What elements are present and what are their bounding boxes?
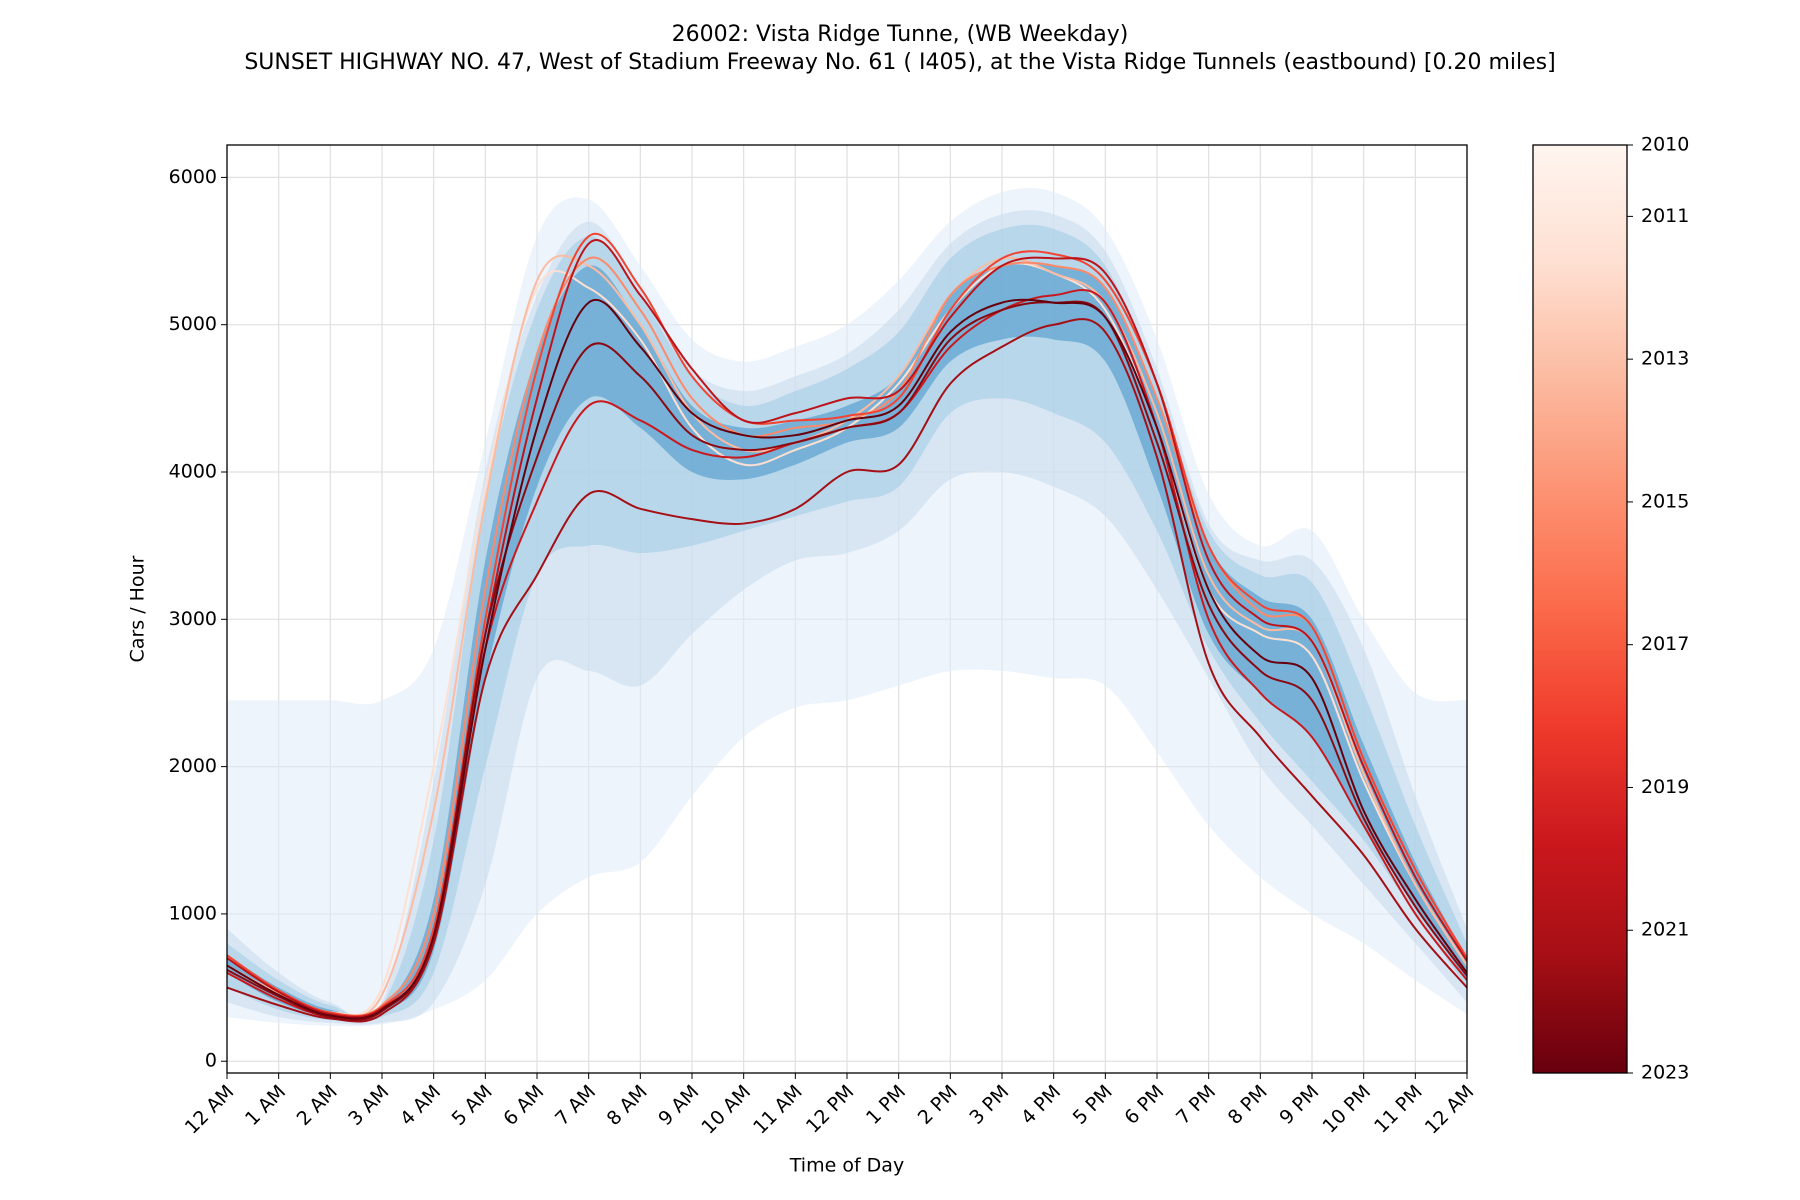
y-axis-label: Cars / Hour	[127, 555, 149, 662]
quantile-band	[227, 262, 1467, 1020]
x-tick-label: 11 AM	[749, 1081, 807, 1139]
x-tick-label: 2 AM	[293, 1081, 342, 1130]
series-line	[227, 262, 1467, 1017]
x-tick-label: 9 AM	[654, 1081, 703, 1130]
chart-subtitle: SUNSET HIGHWAY NO. 47, West of Stadium F…	[244, 50, 1555, 75]
y-tick-label: 1000	[169, 902, 217, 924]
x-tick-label: 1 PM	[862, 1081, 910, 1129]
x-tick-label: 6 AM	[499, 1081, 548, 1130]
x-tick-label: 7 AM	[551, 1081, 600, 1130]
x-tick-label: 1 AM	[241, 1081, 290, 1130]
y-tick-label: 5000	[169, 313, 217, 335]
x-tick-label: 11 PM	[1370, 1081, 1427, 1138]
x-tick-label: 5 PM	[1069, 1081, 1117, 1129]
x-tick-label: 8 AM	[603, 1081, 652, 1130]
x-tick-label: 12 PM	[802, 1081, 859, 1138]
y-tick-label: 2000	[169, 755, 217, 777]
chart-title: 26002: Vista Ridge Tunne, (WB Weekday)	[672, 22, 1129, 47]
colorbar-tick-label: 2010	[1641, 134, 1689, 156]
y-tick-label: 3000	[169, 608, 217, 630]
colorbar-tick-label: 2017	[1641, 633, 1689, 655]
x-axis-label: Time of Day	[789, 1155, 904, 1177]
x-tick-label: 9 PM	[1275, 1081, 1323, 1129]
colorbar-tick-label: 2015	[1641, 490, 1689, 512]
x-tick-label: 8 PM	[1224, 1081, 1272, 1129]
colorbar-tick-label: 2023	[1641, 1062, 1689, 1084]
series-line	[227, 318, 1467, 1023]
series-line	[227, 254, 1467, 1018]
colorbar-tick-label: 2011	[1641, 205, 1689, 227]
y-tick-label: 0	[205, 1050, 217, 1072]
x-tick-label: 3 AM	[344, 1081, 393, 1130]
x-tick-label: 6 PM	[1120, 1081, 1168, 1129]
series-line	[227, 298, 1467, 1020]
y-tick-label: 6000	[169, 166, 217, 188]
x-tick-label: 7 PM	[1172, 1081, 1220, 1129]
x-tick-label: 12 AM	[1421, 1081, 1479, 1139]
colorbar-tick-label: 2013	[1641, 348, 1689, 370]
x-tick-label: 10 AM	[697, 1081, 755, 1139]
y-tick-label: 4000	[169, 461, 217, 483]
plot-area	[227, 145, 1467, 1073]
x-tick-label: 12 AM	[181, 1081, 239, 1139]
x-tick-label: 10 PM	[1318, 1081, 1375, 1138]
x-tick-label: 5 AM	[448, 1081, 497, 1130]
colorbar-tick-label: 2021	[1641, 919, 1689, 941]
x-tick-label: 3 PM	[965, 1081, 1013, 1129]
x-tick-label: 4 AM	[396, 1081, 445, 1130]
x-tick-label: 2 PM	[914, 1081, 962, 1129]
colorbar	[1532, 144, 1628, 1074]
x-tick-label: 4 PM	[1017, 1081, 1065, 1129]
colorbar-tick-label: 2019	[1641, 776, 1689, 798]
series-line	[227, 232, 1467, 1017]
